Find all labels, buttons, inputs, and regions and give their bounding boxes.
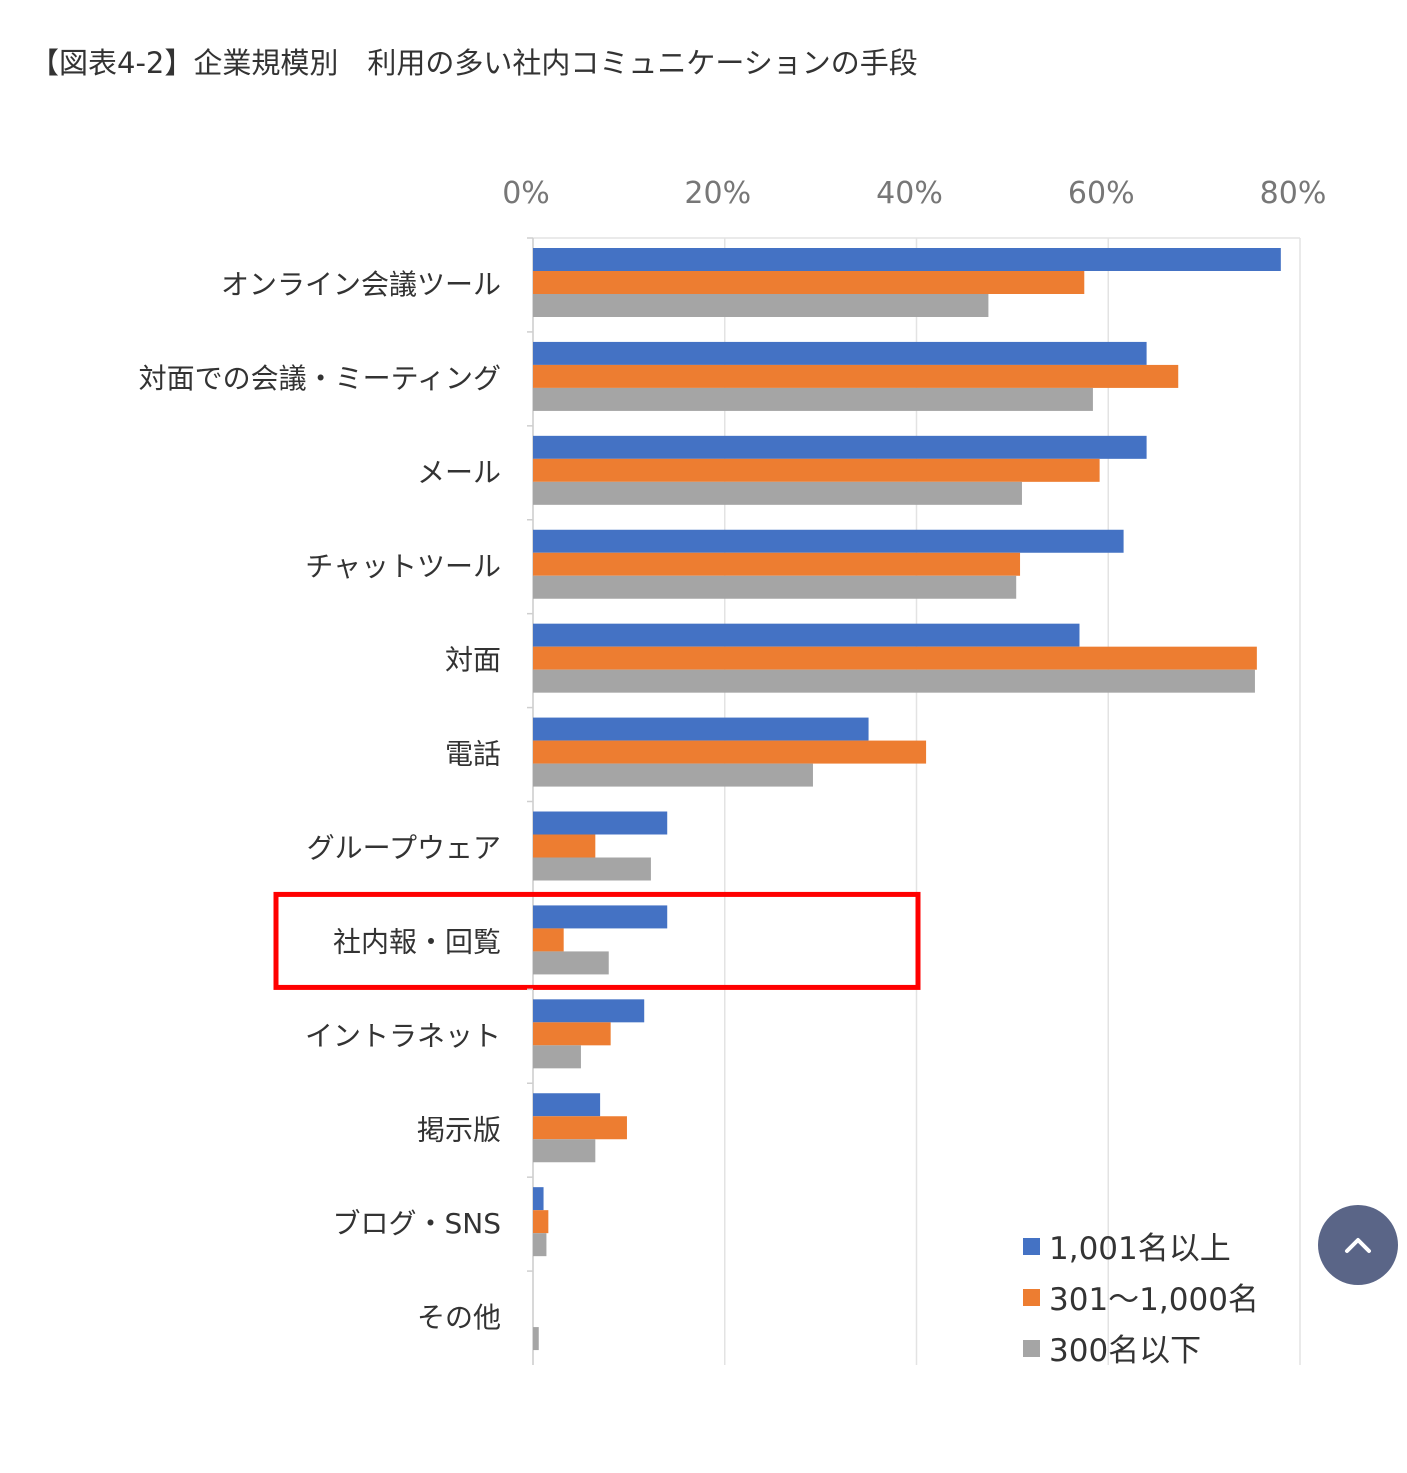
bar-3 (533, 481, 1022, 505)
bar-2 (533, 271, 1085, 294)
bar-3 (533, 294, 989, 317)
bar-1 (533, 999, 645, 1023)
highlight-box (273, 891, 921, 990)
bar-2 (533, 928, 564, 952)
bar-2 (533, 1022, 611, 1046)
bar-2 (533, 1210, 549, 1234)
chevron-up-icon (1345, 1238, 1371, 1253)
bar-3 (533, 669, 1255, 693)
x-tick-label: 80% (1260, 176, 1327, 211)
category-label: その他 (417, 1301, 501, 1334)
legend-swatch (1023, 1289, 1040, 1306)
bar-3 (533, 857, 651, 881)
bar-1 (533, 248, 1281, 271)
category-label: 社内報・回覧 (333, 925, 501, 958)
bar-2 (533, 646, 1257, 670)
bar-3 (533, 575, 1017, 599)
bar-3 (533, 951, 609, 975)
legend-swatch (1023, 1340, 1040, 1357)
bar-1 (533, 905, 668, 929)
bar-3 (533, 387, 1093, 411)
page-title: 【図表4-2】企業規模別 利用の多い社内コミュニケーションの手段 (30, 46, 918, 80)
category-label: 掲示版 (417, 1113, 501, 1146)
category-label: グループウェア (307, 832, 501, 865)
x-tick-label: 0% (502, 176, 550, 211)
bar-1 (533, 1187, 544, 1211)
bar-1 (533, 341, 1147, 365)
category-label: オンライン会議ツール (221, 268, 501, 301)
bar-3 (533, 1233, 547, 1257)
x-tick-label: 60% (1068, 176, 1135, 211)
bar-1 (533, 811, 668, 835)
scroll-to-top-button[interactable] (1318, 1205, 1398, 1285)
bar-2 (533, 364, 1179, 388)
bar-1 (533, 1093, 601, 1117)
category-label: ブログ・SNS (333, 1207, 502, 1240)
bar-2 (533, 834, 596, 858)
category-label: 対面 (445, 644, 501, 677)
category-label: イントラネット (305, 1019, 501, 1052)
bar-3 (533, 1045, 581, 1069)
category-label: 電話 (445, 738, 501, 771)
bar-3 (533, 763, 813, 787)
legend-label: 300名以下 (1049, 1333, 1201, 1369)
x-tick-label: 40% (876, 176, 943, 211)
bar-1 (533, 529, 1124, 553)
bar-3 (533, 1327, 539, 1351)
bar-1 (533, 435, 1147, 459)
x-tick-label: 20% (684, 176, 751, 211)
legend-swatch (1023, 1238, 1040, 1255)
bar-2 (533, 458, 1100, 482)
legend-label: 1,001名以上 (1049, 1231, 1231, 1267)
bar-1 (533, 717, 869, 741)
category-label: メール (417, 456, 501, 489)
bar-1 (533, 623, 1080, 647)
category-label: チャットツール (305, 550, 501, 583)
bar-2 (533, 552, 1021, 576)
bar-2 (533, 1116, 627, 1140)
bar-3 (533, 1139, 596, 1163)
category-label: 対面での会議・ミーティング (139, 362, 501, 395)
legend-label: 301～1,000名 (1049, 1282, 1259, 1318)
bar-2 (533, 740, 927, 764)
